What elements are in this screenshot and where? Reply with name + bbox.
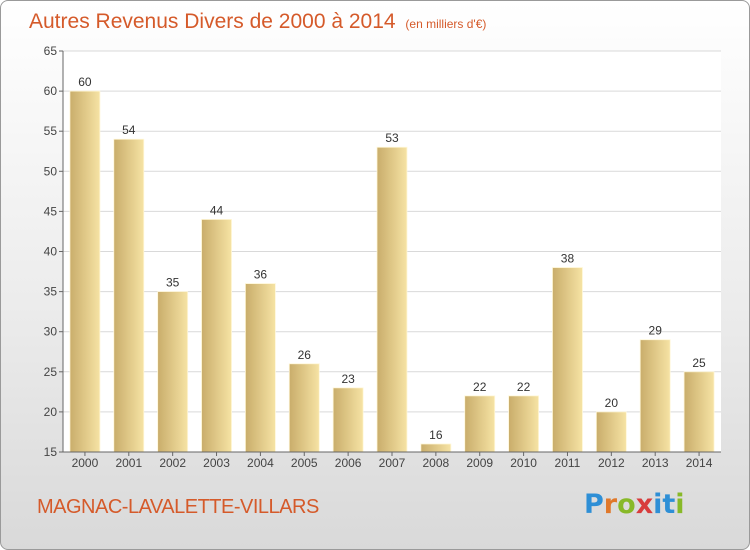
bar-2006 bbox=[332, 387, 364, 453]
value-labels: 60 54 35 44 36 26 23 53 16 22 22 38 20 29 25 bbox=[78, 75, 706, 442]
bar-2000 bbox=[69, 90, 101, 453]
x-tick-label-2008: 2008 bbox=[423, 456, 450, 470]
y-tick-label: 55 bbox=[44, 124, 58, 138]
bar-2010 bbox=[508, 395, 540, 453]
y-tick-label: 40 bbox=[44, 245, 58, 259]
value-label-2008: 16 bbox=[429, 428, 443, 442]
value-label-2006: 23 bbox=[341, 372, 355, 386]
bar-2012 bbox=[595, 411, 627, 453]
y-tick-label: 35 bbox=[44, 285, 58, 299]
y-tick-label: 25 bbox=[44, 365, 58, 379]
bar-2004 bbox=[244, 283, 276, 453]
x-tick-label-2010: 2010 bbox=[510, 456, 537, 470]
x-tick-label-2012: 2012 bbox=[598, 456, 625, 470]
value-label-2014: 25 bbox=[692, 356, 706, 370]
value-label-2011: 38 bbox=[561, 252, 575, 266]
value-label-2005: 26 bbox=[298, 348, 312, 362]
bar-2007 bbox=[376, 146, 408, 453]
logo-letter: t bbox=[662, 489, 676, 520]
x-tick-label-2006: 2006 bbox=[335, 456, 362, 470]
x-tick-label-2011: 2011 bbox=[555, 456, 581, 470]
bar-2009 bbox=[464, 395, 496, 453]
x-tick-label-2001: 2001 bbox=[115, 456, 142, 470]
commune-name: MAGNAC-LAVALETTE-VILLARS bbox=[37, 496, 319, 518]
value-label-2013: 29 bbox=[649, 324, 663, 338]
bar-2005 bbox=[288, 363, 320, 453]
x-tick-label-2000: 2000 bbox=[72, 456, 99, 470]
x-tick-label-2005: 2005 bbox=[291, 456, 318, 470]
chart-subtitle: (en milliers d'€) bbox=[405, 17, 487, 31]
x-tick-label-2007: 2007 bbox=[379, 456, 406, 470]
bar-2011 bbox=[552, 267, 583, 453]
y-tick-label: 30 bbox=[44, 325, 58, 339]
y-tick-label: 20 bbox=[44, 405, 58, 419]
bar-2003 bbox=[201, 219, 232, 453]
y-tick-label: 60 bbox=[44, 84, 58, 98]
y-tick-label: 45 bbox=[44, 204, 58, 218]
value-label-2001: 54 bbox=[122, 123, 136, 137]
x-axis: 2000 2001 2002 2003 2004 2005 2006 2007 2008 2009… bbox=[63, 451, 721, 470]
x-tick-label-2013: 2013 bbox=[642, 456, 669, 470]
logo-letter: P bbox=[584, 489, 604, 520]
logo-letter: r bbox=[603, 489, 618, 520]
y-tick-label: 65 bbox=[44, 44, 58, 58]
value-label-2004: 36 bbox=[254, 268, 268, 282]
logo-letter: i bbox=[653, 489, 663, 520]
x-tick-label-2004: 2004 bbox=[247, 456, 274, 470]
bar-2001 bbox=[113, 138, 145, 453]
bar-series bbox=[69, 90, 715, 453]
y-tick-label: 50 bbox=[44, 164, 58, 178]
y-tick-label: 15 bbox=[44, 445, 58, 459]
bar-2014 bbox=[683, 371, 715, 453]
value-label-2007: 53 bbox=[385, 131, 399, 145]
value-label-2000: 60 bbox=[78, 75, 92, 89]
bar-2013 bbox=[639, 339, 671, 453]
x-tick-label-2009: 2009 bbox=[466, 456, 493, 470]
y-axis: 15 20 25 30 35 40 45 50 55 60 65 bbox=[44, 44, 64, 459]
x-tick-label-2003: 2003 bbox=[203, 456, 230, 470]
x-tick-label-2014: 2014 bbox=[686, 456, 713, 470]
logo-letter: i bbox=[675, 489, 685, 520]
value-label-2012: 20 bbox=[605, 396, 619, 410]
logo-letter: o bbox=[617, 489, 636, 520]
value-label-2003: 44 bbox=[210, 203, 224, 217]
value-label-2010: 22 bbox=[517, 380, 531, 394]
logo-letter: x bbox=[635, 489, 654, 520]
chart-title-text: Autres Revenus Divers de 2000 à 2014 bbox=[29, 10, 396, 33]
value-label-2002: 35 bbox=[166, 276, 180, 290]
bar-2008 bbox=[420, 443, 452, 453]
bar-2002 bbox=[157, 291, 189, 453]
proxiti-logo[interactable]: Proxiti bbox=[584, 489, 685, 520]
chart-title: Autres Revenus Divers de 2000 à 2014 (en… bbox=[29, 10, 486, 34]
value-label-2009: 22 bbox=[473, 380, 487, 394]
x-tick-label-2002: 2002 bbox=[159, 456, 186, 470]
